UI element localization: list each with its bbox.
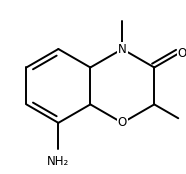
Text: O: O — [177, 47, 186, 60]
Text: N: N — [118, 42, 127, 56]
Text: NH₂: NH₂ — [47, 155, 70, 168]
Text: O: O — [118, 116, 127, 129]
